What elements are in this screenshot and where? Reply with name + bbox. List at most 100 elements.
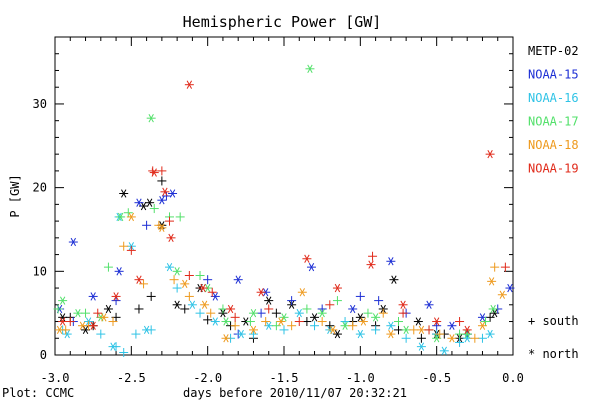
y-tick-label: 10 — [33, 264, 47, 278]
data-point-north — [386, 321, 396, 330]
data-point-north — [398, 300, 408, 309]
data-point-north — [58, 317, 68, 326]
data-point-south — [203, 315, 213, 325]
chart-title: Hemispheric Power [GW] — [183, 13, 382, 31]
data-point-north — [358, 317, 368, 326]
data-point-north — [114, 267, 124, 276]
x-tick-label: -0.5 — [422, 371, 451, 385]
data-point-south — [378, 308, 388, 318]
data-point-south — [53, 304, 63, 314]
data-point-south — [409, 325, 419, 335]
data-point-north — [462, 329, 472, 339]
x-tick-labels: -3.0 -2.5 -2.0 -1.5 -1.0 -0.5 0.0 — [41, 371, 524, 385]
data-point-south — [195, 308, 205, 318]
data-point-south — [374, 296, 384, 306]
marker-key-north: * north — [528, 347, 579, 361]
data-point-north — [505, 283, 515, 293]
data-point-south — [294, 317, 304, 327]
data-point-north — [439, 346, 449, 355]
data-point-south — [175, 212, 185, 222]
data-point-south — [394, 317, 403, 327]
data-point-north — [310, 313, 320, 322]
legend-entry: NOAA-18 — [528, 138, 579, 152]
data-point-south — [169, 275, 179, 285]
data-point-south — [111, 296, 121, 306]
data-point-south — [126, 245, 136, 255]
y-tick-label: 0 — [40, 348, 47, 362]
data-point-south — [355, 291, 365, 301]
data-point-south — [206, 308, 216, 318]
x-tick-label: -3.0 — [41, 371, 70, 385]
data-point-south — [271, 321, 281, 331]
data-point-north — [447, 321, 457, 330]
data-point-north — [62, 329, 72, 339]
data-point-south — [287, 296, 297, 306]
legend: METP-02 NOAA-15 NOAA-16 NOAA-17 NOAA-18 NOAA-… — [528, 44, 579, 176]
data-point-south — [157, 166, 167, 176]
data-point-north — [166, 233, 176, 242]
data-point-north — [134, 275, 144, 284]
data-point-north — [297, 288, 307, 297]
legend-entry: NOAA-16 — [528, 91, 579, 105]
data-point-north — [485, 150, 495, 159]
data-point-north — [366, 260, 376, 269]
data-point-north — [119, 189, 129, 198]
data-point-south — [317, 304, 327, 314]
data-point-south — [325, 300, 335, 310]
data-point-south — [401, 333, 411, 343]
data-point-north — [160, 187, 170, 196]
data-point-north — [462, 334, 472, 343]
data-point-south — [348, 321, 358, 331]
data-point-north — [77, 321, 87, 330]
data-point-south — [245, 317, 255, 327]
data-point-north — [221, 334, 231, 343]
data-point-north — [305, 64, 315, 73]
data-point-south — [261, 317, 271, 327]
data-point-north — [424, 300, 434, 309]
data-point-south — [424, 325, 434, 335]
data-point-north — [168, 189, 178, 198]
y-axis-label: P [GW] — [8, 174, 22, 217]
data-point-south — [310, 321, 320, 331]
data-point-north — [355, 329, 365, 339]
data-point-north — [401, 325, 411, 335]
data-point-south — [481, 317, 491, 327]
data-point-north — [248, 325, 258, 335]
data-point-south — [455, 329, 465, 339]
data-point-south — [172, 283, 182, 293]
data-point-north — [432, 317, 442, 326]
data-point-north — [248, 309, 258, 318]
data-point-south — [218, 304, 228, 314]
data-point-north — [487, 277, 497, 286]
x-tick-label: -1.0 — [346, 371, 375, 385]
data-point-south — [203, 275, 213, 285]
data-point-south — [142, 220, 152, 230]
data-point-north — [116, 212, 126, 222]
data-point-south — [184, 271, 194, 280]
data-point-north — [198, 283, 208, 293]
data-point-north — [340, 321, 350, 330]
data-point-north — [497, 290, 507, 299]
data-point-south — [123, 208, 133, 218]
data-point-south — [432, 321, 442, 331]
data-point-south — [165, 216, 174, 226]
data-point-north — [371, 313, 381, 322]
y-tick-labels: 0 10 20 30 — [33, 97, 47, 362]
data-point-north — [210, 317, 220, 326]
data-point-south — [455, 317, 465, 327]
data-point-south — [302, 317, 312, 327]
data-point-north — [145, 198, 155, 207]
data-point-north — [389, 275, 399, 284]
data-point-south — [81, 308, 91, 318]
data-point-north — [172, 300, 182, 309]
data-point-south — [317, 317, 327, 327]
data-point-north — [302, 254, 312, 263]
data-point-north — [413, 317, 423, 326]
data-point-north — [462, 325, 472, 335]
data-point-north — [447, 334, 457, 343]
data-point-south — [230, 312, 240, 322]
data-point-north — [149, 168, 159, 177]
data-point-north — [236, 329, 246, 339]
